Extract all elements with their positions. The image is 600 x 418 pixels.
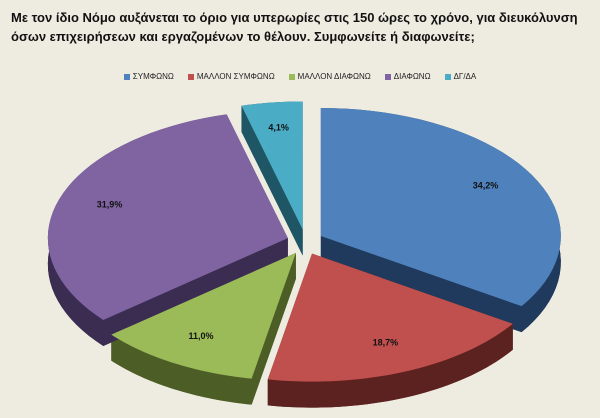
legend-swatch xyxy=(384,73,391,80)
slice-2 xyxy=(267,253,513,382)
slice-5 xyxy=(241,101,303,230)
chart-title: Με τον ίδιο Νόμο αυξάνεται το όριο για υ… xyxy=(11,10,578,44)
legend-item: ΣΥΜΦΩΝΩ xyxy=(123,72,174,81)
legend-swatch xyxy=(187,73,194,80)
data-label: 34,2% xyxy=(473,181,499,191)
slice-side xyxy=(111,334,252,405)
legend-swatch xyxy=(123,73,130,80)
legend-item: ΔΙΑΦΩΝΩ xyxy=(384,72,431,81)
slice-wall xyxy=(251,252,296,405)
data-label: 4,1% xyxy=(268,122,289,132)
legend-label: ΜΑΛΛΟΝ ΔΙΑΦΩΝΩ xyxy=(297,72,371,81)
legend-item: ΜΑΛΛΟΝ ΔΙΑΦΩΝΩ xyxy=(288,72,371,81)
slice-wall xyxy=(320,236,522,333)
slice-1 xyxy=(320,108,561,307)
data-label: 31,9% xyxy=(97,200,123,210)
legend-swatch xyxy=(288,73,295,80)
data-label: 11,0% xyxy=(188,331,213,341)
legend: ΣΥΜΦΩΝΩ ΜΑΛΛΟΝ ΣΥΜΦΩΝΩ ΜΑΛΛΟΝ ΔΙΑΦΩΝΩ ΔΙΑΦΩ… xyxy=(0,72,600,81)
data-label: 18,7% xyxy=(373,337,399,347)
legend-label: ΜΑΛΛΟΝ ΣΥΜΦΩΝΩ xyxy=(196,72,275,81)
legend-item: ΔΓ/ΔΑ xyxy=(444,72,477,81)
slice-wall xyxy=(241,105,303,256)
legend-label: ΣΥΜΦΩΝΩ xyxy=(132,72,174,81)
legend-item: ΜΑΛΛΟΝ ΣΥΜΦΩΝΩ xyxy=(187,72,275,81)
legend-swatch xyxy=(444,73,451,80)
legend-label: ΔΓ/ΔΑ xyxy=(453,72,477,81)
slice-4 xyxy=(47,114,288,320)
slice-side xyxy=(267,323,513,408)
legend-label: ΔΙΑΦΩΝΩ xyxy=(393,72,431,81)
slice-3 xyxy=(111,252,296,379)
